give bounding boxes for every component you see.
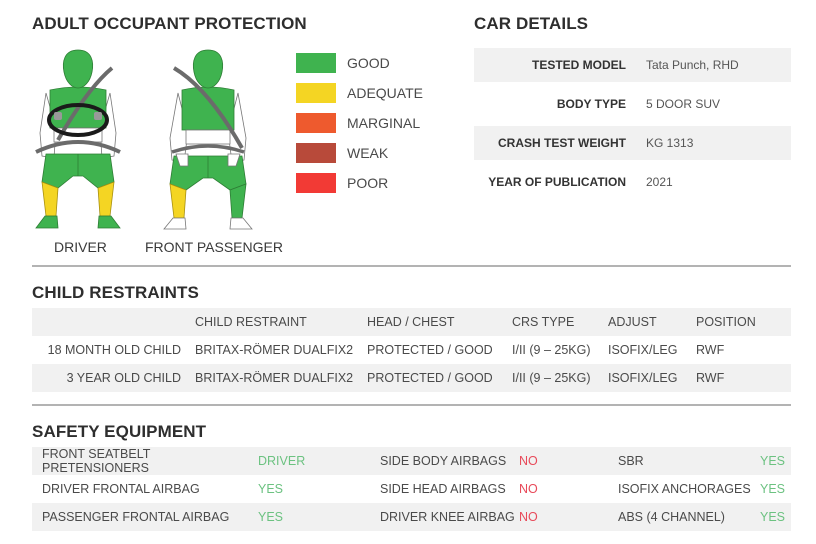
table-cell: 18 MONTH OLD CHILD bbox=[47, 343, 181, 357]
table-cell: I/II (9 – 25KG) bbox=[512, 371, 591, 385]
section-divider bbox=[32, 404, 791, 406]
equipment-status: YES bbox=[760, 454, 786, 468]
table-cell: BRITAX-RÖMER DUALFIX2 bbox=[195, 371, 354, 385]
car-detail-row: TESTED MODEL Tata Punch, RHD bbox=[474, 48, 791, 82]
column-header: CRS TYPE bbox=[512, 315, 575, 329]
equipment-status: YES bbox=[760, 482, 786, 496]
legend-item-marginal: MARGINAL bbox=[296, 108, 423, 138]
table-cell: RWF bbox=[696, 371, 725, 385]
table-row: 18 MONTH OLD CHILD BRITAX-RÖMER DUALFIX2… bbox=[32, 336, 791, 364]
car-detail-row: CRASH TEST WEIGHT KG 1313 bbox=[474, 126, 791, 160]
equipment-status: NO bbox=[519, 482, 538, 496]
equipment-name: SIDE HEAD AIRBAGS bbox=[380, 482, 506, 496]
car-detail-value: KG 1313 bbox=[646, 136, 694, 150]
column-header: CHILD RESTRAINT bbox=[195, 315, 307, 329]
equipment-status: NO bbox=[519, 454, 538, 468]
equipment-status: DRIVER bbox=[258, 454, 306, 468]
legend-item-good: GOOD bbox=[296, 48, 423, 78]
poor-swatch-icon bbox=[296, 173, 336, 193]
equipment-name: SBR bbox=[618, 454, 644, 468]
table-cell: 3 YEAR OLD CHILD bbox=[66, 371, 181, 385]
table-row: PASSENGER FRONTAL AIRBAG YES DRIVER KNEE… bbox=[32, 503, 791, 531]
car-detail-key: TESTED MODEL bbox=[531, 58, 626, 72]
front-passenger-dummy-icon bbox=[163, 49, 253, 230]
legend-item-adequate: ADEQUATE bbox=[296, 78, 423, 108]
column-header: ADJUST bbox=[608, 315, 657, 329]
legend-label: WEAK bbox=[347, 145, 389, 161]
section-divider bbox=[32, 265, 791, 267]
marginal-swatch-icon bbox=[296, 113, 336, 133]
equipment-name: DRIVER FRONTAL AIRBAG bbox=[42, 482, 200, 496]
equipment-status: YES bbox=[760, 510, 786, 524]
equipment-status: NO bbox=[519, 510, 538, 524]
column-header: HEAD / CHEST bbox=[367, 315, 455, 329]
legend-label: ADEQUATE bbox=[347, 85, 423, 101]
child-restraints-title: CHILD RESTRAINTS bbox=[32, 283, 199, 302]
driver-label: DRIVER bbox=[54, 239, 107, 255]
equipment-name: FRONT SEATBELT PRETENSIONERS bbox=[42, 447, 151, 475]
table-row: FRONT SEATBELT PRETENSIONERS DRIVER SIDE… bbox=[32, 447, 791, 475]
car-detail-value: 2021 bbox=[646, 175, 673, 189]
equipment-name: DRIVER KNEE AIRBAG bbox=[380, 510, 515, 524]
child-restraints-table: CHILD RESTRAINT HEAD / CHEST CRS TYPE AD… bbox=[32, 308, 791, 392]
safety-equipment-title: SAFETY EQUIPMENT bbox=[32, 422, 207, 441]
equipment-name: PASSENGER FRONTAL AIRBAG bbox=[42, 510, 230, 524]
table-row: 3 YEAR OLD CHILD BRITAX-RÖMER DUALFIX2 P… bbox=[32, 364, 791, 392]
car-detail-row: YEAR OF PUBLICATION 2021 bbox=[474, 165, 791, 199]
equipment-status: YES bbox=[258, 482, 284, 496]
safety-equipment-table: FRONT SEATBELT PRETENSIONERS DRIVER SIDE… bbox=[32, 447, 791, 531]
car-detail-value: Tata Punch, RHD bbox=[646, 58, 739, 72]
equipment-status: YES bbox=[258, 510, 284, 524]
table-cell: PROTECTED / GOOD bbox=[367, 371, 493, 385]
front-passenger-label: FRONT PASSENGER bbox=[145, 239, 283, 255]
car-detail-key: BODY TYPE bbox=[556, 97, 626, 111]
legend-label: MARGINAL bbox=[347, 115, 421, 131]
weak-swatch-icon bbox=[296, 143, 336, 163]
table-cell: RWF bbox=[696, 343, 725, 357]
legend-item-weak: WEAK bbox=[296, 138, 423, 168]
legend-label: GOOD bbox=[347, 55, 390, 71]
driver-dummy-icon bbox=[35, 49, 121, 229]
table-cell: I/II (9 – 25KG) bbox=[512, 343, 591, 357]
adequate-swatch-icon bbox=[296, 83, 336, 103]
table-header-row: CHILD RESTRAINT HEAD / CHEST CRS TYPE AD… bbox=[32, 308, 791, 336]
car-detail-value: 5 DOOR SUV bbox=[646, 97, 721, 111]
table-cell: ISOFIX/LEG bbox=[608, 371, 678, 385]
car-detail-key: CRASH TEST WEIGHT bbox=[498, 136, 626, 150]
column-header: POSITION bbox=[696, 315, 756, 329]
car-detail-row: BODY TYPE 5 DOOR SUV bbox=[474, 87, 791, 121]
equipment-name: SIDE BODY AIRBAGS bbox=[380, 454, 507, 468]
car-details-table: TESTED MODEL Tata Punch, RHD BODY TYPE 5… bbox=[474, 48, 791, 204]
legend-label: POOR bbox=[347, 175, 389, 191]
good-swatch-icon bbox=[296, 53, 336, 73]
car-detail-key: YEAR OF PUBLICATION bbox=[488, 175, 626, 189]
table-cell: PROTECTED / GOOD bbox=[367, 343, 493, 357]
legend-item-poor: POOR bbox=[296, 168, 423, 198]
table-row: DRIVER FRONTAL AIRBAG YES SIDE HEAD AIRB… bbox=[32, 475, 791, 503]
equipment-name: ABS (4 CHANNEL) bbox=[618, 510, 725, 524]
adult-occupant-protection-title: ADULT OCCUPANT PROTECTION bbox=[32, 14, 307, 33]
car-details-title: CAR DETAILS bbox=[474, 14, 589, 33]
table-cell: ISOFIX/LEG bbox=[608, 343, 678, 357]
table-cell: BRITAX-RÖMER DUALFIX2 bbox=[195, 343, 354, 357]
equipment-name: ISOFIX ANCHORAGES bbox=[618, 482, 751, 496]
rating-legend: GOOD ADEQUATE MARGINAL WEAK POOR bbox=[296, 48, 423, 198]
